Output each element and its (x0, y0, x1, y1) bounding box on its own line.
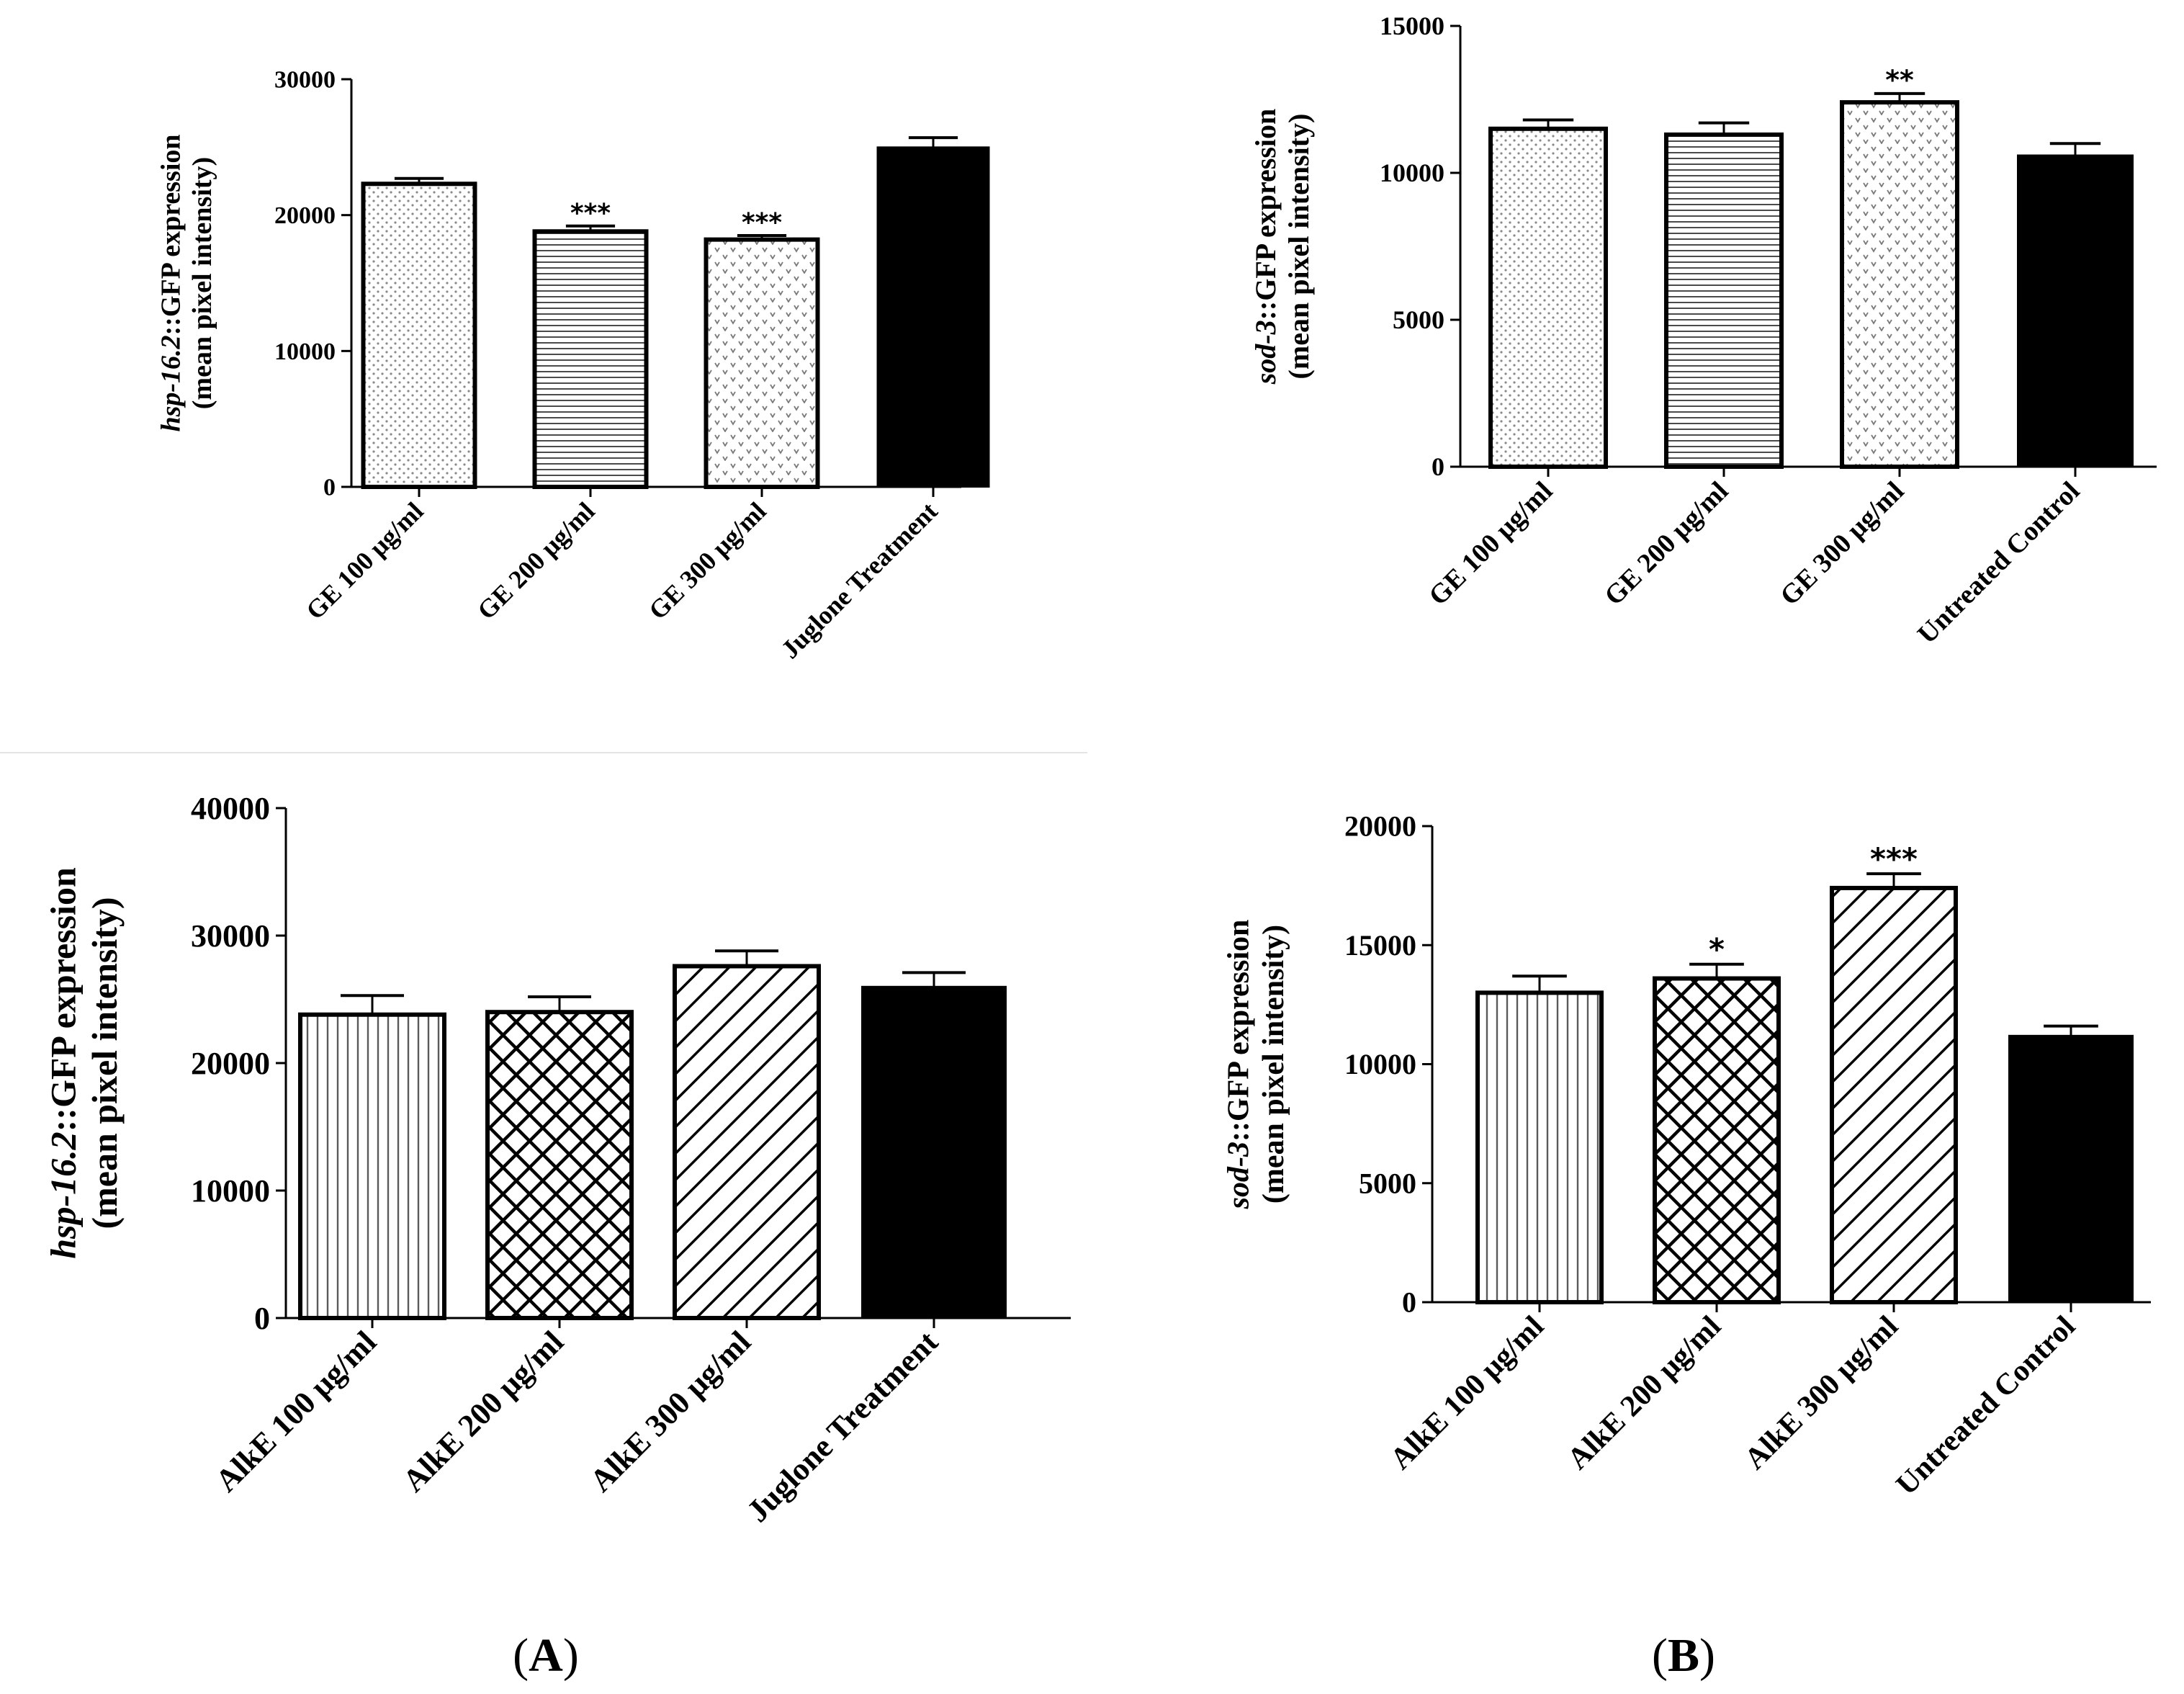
chart-a-bottom-y-title-gene: hsp-16.2 (43, 1131, 84, 1258)
panel-label-a: (A) (513, 1629, 579, 1682)
chart-a-top-category-label: GE 300 μg/ml (643, 496, 771, 624)
chart-a-top-category-label: GE 200 μg/ml (472, 496, 600, 624)
chart-b-bottom-bars: **** (1475, 841, 2134, 1305)
chart-b-top-category-label: GE 300 μg/ml (1774, 476, 1910, 611)
chart-a-bottom-category-label: AlkE 300 μg/ml (583, 1324, 758, 1498)
chart-a-top-y-title-gene: hsp-16.2 (156, 335, 186, 431)
chart-b-bottom-y-title-line1: sod-3::GFP expression (1223, 920, 1256, 1210)
chart-b-bottom-y-axis: 0 5000 10000 15000 20000 (1344, 810, 1434, 1319)
chart-b-bottom-category-label: AlkE 300 μg/ml (1738, 1310, 1905, 1476)
svg-text:(B): (B) (1652, 1629, 1715, 1682)
chart-a-top-bars: *** *** (361, 136, 990, 489)
panel-label-b-letter: B (1668, 1629, 1699, 1682)
chart-a-top-x-axis: GE 100 μg/ml GE 200 μg/ml GE 300 μg/ml Jugl… (300, 485, 961, 664)
chart-b-top-y-title-line2: (mean pixel intensity) (1282, 114, 1315, 380)
chart-a-top: 0 10000 20000 30000 *** *** GE 100 μg/ml GE 2… (156, 67, 990, 664)
svg-text:(A): (A) (513, 1629, 579, 1682)
chart-a-top-y-axis-title: hsp-16.2::GFP expression(mean pixel inte… (156, 134, 217, 431)
chart-b-bottom-category-label: AlkE 200 μg/ml (1561, 1310, 1727, 1476)
chart-a-bottom-category-label: Juglone Treatment (740, 1324, 945, 1529)
chart-b-top-significance: ** (1885, 64, 1914, 96)
chart-b-bottom-y-tick-label: 20000 (1344, 810, 1416, 843)
chart-b-top-y-tick-label: 5000 (1393, 305, 1444, 334)
chart-a-top-y-title-line2: (mean pixel intensity) (187, 157, 217, 409)
chart-a-top-category-label: Juglone Treatment (776, 496, 943, 664)
chart-b-top-y-tick-label: 0 (1432, 452, 1444, 481)
chart-b-bottom-y-title-gene: sod-3 (1223, 1142, 1256, 1209)
chart-a-bottom-y-tick-label: 40000 (191, 791, 270, 826)
chart-b-top-y-tick-label: 15000 (1380, 12, 1444, 40)
chart-a-bottom-category-label: AlkE 100 μg/ml (209, 1324, 383, 1498)
chart-a-top-bar (532, 229, 649, 489)
chart-a-bottom-y-tick-label: 30000 (191, 918, 270, 954)
chart-b-bottom-bar (2008, 1034, 2134, 1303)
chart-b-top-category-label: GE 100 μg/ml (1423, 476, 1558, 611)
chart-a-bottom-y-tick-label: 10000 (191, 1173, 270, 1209)
chart-b-bottom-y-axis-title: sod-3::GFP expression(mean pixel intensi… (1223, 920, 1290, 1210)
chart-a-bottom-y-axis-title: hsp-16.2::GFP expression(mean pixel inte… (43, 867, 125, 1259)
chart-a-top-significance: *** (570, 199, 611, 228)
chart-b-top-y-tick-label: 10000 (1380, 158, 1444, 187)
chart-b-bottom-significance: *** (1870, 841, 1918, 877)
chart-b-bottom-bar (1653, 976, 1781, 1305)
chart-b-bottom-category-label: AlkE 100 μg/ml (1384, 1310, 1550, 1476)
chart-a-bottom-y-tick-label: 20000 (191, 1046, 270, 1081)
chart-a-bottom-y-tick-label: 0 (254, 1301, 270, 1336)
chart-a-bottom-x-axis: AlkE 100 μg/ml AlkE 200 μg/ml AlkE 300 μg/… (209, 1317, 1071, 1529)
chart-a-top-y-tick-label: 10000 (274, 339, 336, 365)
panel-label-b: (B) (1652, 1629, 1715, 1682)
chart-b-top-y-axis: 0 5000 10000 15000 (1380, 12, 1462, 481)
chart-b-top-y-axis-title: sod-3::GFP expression(mean pixel intensi… (1249, 109, 1315, 385)
chart-b-bottom-x-axis: AlkE 100 μg/ml AlkE 200 μg/ml AlkE 300 μg/… (1384, 1301, 2151, 1502)
chart-a-top-y-axis: 0 10000 20000 30000 (274, 67, 353, 501)
chart-a-bottom-y-title-line2: (mean pixel intensity) (84, 897, 125, 1229)
chart-b-bottom-y-tick-label: 0 (1402, 1286, 1416, 1319)
chart-b-top-y-title-rest: ::GFP expression (1249, 109, 1282, 321)
chart-a-top-bar (361, 182, 477, 489)
chart-a-bottom-y-axis: 0 10000 20000 30000 40000 (191, 791, 287, 1336)
chart-b-bottom-y-title-line2: (mean pixel intensity) (1257, 925, 1290, 1204)
chart-b-top-category-label: GE 200 μg/ml (1599, 476, 1734, 611)
chart-a-bottom-bar (485, 1010, 634, 1320)
chart-b-top-bar (1664, 132, 1784, 470)
chart-a-top-significance: *** (742, 208, 782, 238)
chart-a-top-y-title-line1: hsp-16.2::GFP expression (156, 134, 186, 431)
chart-b-bottom-y-tick-label: 10000 (1344, 1048, 1416, 1080)
chart-a-bottom-category-label: AlkE 200 μg/ml (396, 1324, 570, 1498)
chart-b-top-bar (1488, 126, 1608, 470)
panel-label-a-letter: A (529, 1629, 563, 1682)
chart-a-bottom-y-title-rest: ::GFP expression (43, 867, 84, 1131)
chart-b-top: 0 5000 10000 15000 ** GE 100 μg/ml GE 200 μg… (1249, 12, 2157, 650)
chart-b-bottom-bar (1475, 990, 1604, 1304)
chart-b-bottom-y-title-rest: ::GFP expression (1223, 920, 1256, 1142)
chart-a-top-y-title-rest: ::GFP expression (156, 134, 186, 335)
chart-a-top-category-label: GE 100 μg/ml (300, 496, 428, 624)
chart-a-top-bar (876, 146, 990, 488)
chart-a-top-y-tick-label: 0 (323, 475, 336, 501)
chart-a-top-y-tick-label: 20000 (274, 202, 336, 229)
chart-b-bottom-category-label: Untreated Control (1890, 1310, 2082, 1502)
chart-a-bottom-bar (298, 1012, 446, 1320)
chart-b-top-y-title-line1: sod-3::GFP expression (1249, 109, 1282, 385)
chart-b-top-category-label: Untreated Control (1912, 476, 2085, 650)
chart-a-top-y-tick-label: 30000 (274, 67, 336, 94)
chart-b-bottom-y-tick-label: 5000 (1359, 1167, 1416, 1199)
chart-b-top-y-title-gene: sod-3 (1249, 320, 1282, 385)
chart-a-top-bar (704, 237, 820, 489)
chart-b-top-bars: ** (1488, 64, 2134, 470)
chart-a-bottom-y-title-line1: hsp-16.2::GFP expression (43, 867, 84, 1259)
chart-b-bottom-bar (1830, 885, 1958, 1305)
chart-a-bottom-bars (298, 949, 1007, 1320)
chart-b-bottom-significance: * (1709, 932, 1725, 967)
chart-b-top-bar (2017, 154, 2134, 468)
chart-b-top-x-axis: GE 100 μg/ml GE 200 μg/ml GE 300 μg/ml Untr… (1423, 465, 2157, 650)
chart-a-bottom-bar (861, 985, 1007, 1319)
chart-b-bottom-y-tick-label: 15000 (1344, 929, 1416, 962)
chart-b-top-bar (1840, 100, 1959, 470)
chart-a-bottom-bar (673, 964, 821, 1320)
